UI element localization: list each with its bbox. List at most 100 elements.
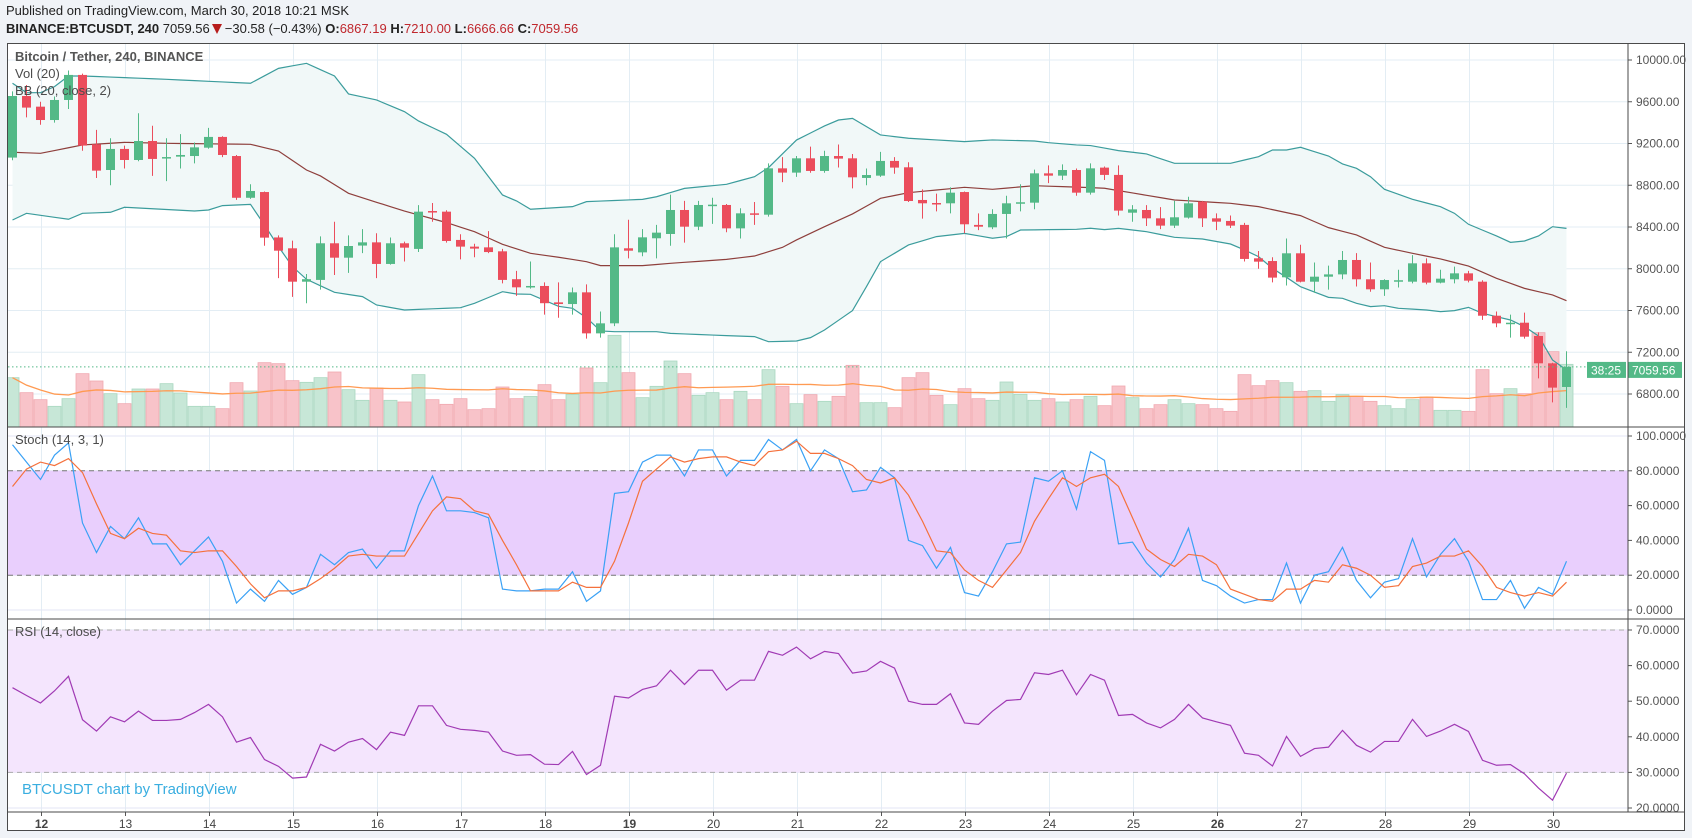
candle[interactable] [358,229,367,254]
candle[interactable] [8,91,17,161]
candle[interactable] [330,221,339,276]
candle[interactable] [624,219,633,259]
candle[interactable] [64,70,73,110]
candle[interactable] [162,138,171,182]
candle[interactable] [344,235,353,273]
volume-legend[interactable]: Vol (20) [15,66,60,81]
candle[interactable] [568,287,577,315]
candle[interactable] [792,156,801,177]
candle[interactable] [750,201,759,225]
candle[interactable] [1086,163,1095,195]
candle[interactable] [78,73,87,151]
candle[interactable] [302,273,311,304]
candle[interactable] [554,282,563,318]
candle[interactable] [1268,257,1277,283]
candle[interactable] [106,138,115,186]
candle[interactable] [470,243,479,258]
price-pane[interactable] [6,62,1574,427]
candle[interactable] [708,197,717,224]
candle[interactable] [260,191,269,246]
candle[interactable] [1478,280,1487,320]
candle[interactable] [1352,253,1361,287]
main-series-legend[interactable]: Bitcoin / Tether, 240, BINANCE [15,49,204,64]
candle[interactable] [652,224,661,259]
candle[interactable] [1534,332,1543,379]
candle[interactable] [806,146,815,173]
candle[interactable] [876,151,885,177]
candle[interactable] [1072,168,1081,196]
candle[interactable] [666,194,675,246]
candle[interactable] [1142,205,1151,226]
candle[interactable] [932,193,941,212]
candle[interactable] [1156,207,1165,230]
candle[interactable] [176,134,185,169]
candle[interactable] [484,231,493,254]
candle[interactable] [638,229,647,257]
candle[interactable] [1450,266,1459,284]
candle[interactable] [1254,251,1263,269]
candle[interactable] [1100,166,1109,181]
candle[interactable] [946,187,955,214]
candle[interactable] [1212,213,1221,231]
candle[interactable] [134,113,143,162]
candle[interactable] [820,150,829,173]
candle[interactable] [722,204,731,233]
candle[interactable] [456,234,465,260]
candle[interactable] [904,162,913,202]
candle[interactable] [1128,205,1137,222]
candle[interactable] [400,241,409,262]
candle[interactable] [1324,265,1333,290]
candle[interactable] [232,154,241,200]
candle[interactable] [526,261,535,289]
candle[interactable] [92,129,101,178]
candle[interactable] [1338,251,1347,280]
candle[interactable] [1016,184,1025,212]
candle[interactable] [1436,269,1445,284]
candle[interactable] [22,85,31,118]
candle[interactable] [610,234,619,327]
candle[interactable] [1394,269,1403,288]
candle[interactable] [540,282,549,315]
candle[interactable] [274,235,283,279]
candle[interactable] [1548,362,1557,403]
candle[interactable] [582,284,591,339]
candle[interactable] [1520,312,1529,339]
candle[interactable] [442,210,451,243]
candle[interactable] [414,205,423,253]
candle[interactable] [1002,195,1011,239]
candle[interactable] [316,236,325,290]
candle[interactable] [736,208,745,239]
candle[interactable] [190,142,199,164]
candle[interactable] [512,270,521,296]
stoch-legend[interactable]: Stoch (14, 3, 1) [15,432,104,447]
candle[interactable] [1058,164,1067,181]
candle[interactable] [694,200,703,231]
stoch-pane[interactable] [12,438,1568,610]
candle[interactable] [498,248,507,284]
candle[interactable] [386,237,395,265]
candle[interactable] [218,136,227,158]
candle[interactable] [1408,255,1417,284]
candle[interactable] [1464,270,1473,283]
candle[interactable] [596,311,605,338]
rsi-pane[interactable] [12,646,1568,802]
candle[interactable] [1184,196,1193,219]
candle[interactable] [1562,351,1571,408]
candle[interactable] [1114,165,1123,216]
candle[interactable] [50,96,59,123]
candle[interactable] [848,153,857,189]
candle[interactable] [974,213,983,231]
candle[interactable] [1366,262,1375,292]
candle[interactable] [120,145,129,169]
candle[interactable] [1170,200,1179,229]
candle[interactable] [246,184,255,199]
candle[interactable] [988,209,997,230]
candle[interactable] [1310,262,1319,293]
candle[interactable] [890,157,899,174]
candle[interactable] [834,144,843,168]
symbol-label[interactable]: BINANCE:BTCUSDT, 240 [6,21,160,36]
candle[interactable] [1226,215,1235,229]
candle[interactable] [680,200,689,243]
candle[interactable] [778,157,787,183]
